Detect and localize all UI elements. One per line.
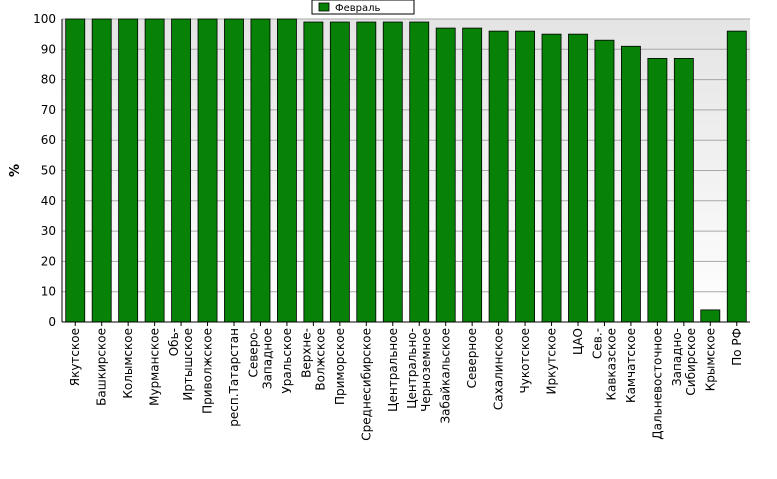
category-label: Чукотское: [518, 328, 532, 393]
category-label: Крымское: [703, 328, 717, 391]
bar: [726, 30, 747, 323]
category-label: Кавказское: [604, 328, 618, 401]
y-tick-label: 70: [41, 103, 56, 117]
y-tick-label: 30: [41, 224, 56, 238]
category-label: Якутское: [68, 328, 82, 386]
bar: [541, 33, 562, 323]
bar: [462, 27, 483, 323]
category-label: Приморское: [333, 328, 347, 405]
bar: [568, 33, 588, 323]
bar: [700, 309, 721, 323]
bar: [224, 18, 244, 323]
category-label: Верхне-: [299, 328, 313, 378]
y-tick-label: 10: [41, 285, 56, 299]
bar: [250, 18, 271, 323]
y-tick-label: 90: [41, 42, 56, 56]
category-label: Башкирское: [95, 328, 109, 406]
category-label: Центрально-: [405, 328, 419, 409]
bar: [303, 21, 324, 323]
category-label: Иркутское: [545, 328, 559, 395]
bar: [356, 21, 377, 323]
bar: [673, 57, 694, 323]
bars-group: [65, 18, 747, 323]
bar: [435, 27, 456, 323]
category-label: Сахалинское: [492, 328, 506, 410]
bar: [276, 18, 297, 323]
category-label: Колымское: [121, 328, 135, 399]
category-label: Иртышское: [181, 328, 195, 401]
category-label: Дальневосточное: [650, 328, 664, 440]
legend: Февраль: [311, 0, 415, 15]
bar: [171, 18, 192, 323]
category-label: Забайкальское: [439, 328, 453, 424]
axes: [61, 19, 750, 326]
category-label: Среднесибирское: [359, 328, 373, 441]
y-axis-label: %: [8, 164, 23, 177]
category-label: По РФ: [730, 328, 744, 366]
bar: [409, 21, 430, 323]
y-tick-label: 0: [48, 315, 56, 329]
y-tick-label: 100: [33, 12, 56, 26]
legend-label: Февраль: [335, 3, 381, 14]
legend-box: [311, 0, 415, 15]
bar: [488, 30, 509, 323]
category-label: Северо-: [246, 328, 260, 378]
category-label: Западно-: [670, 328, 684, 386]
bar: [382, 21, 403, 323]
bar: [329, 21, 350, 323]
legend-swatch: [318, 2, 330, 12]
category-label: ЦАО: [571, 328, 585, 355]
bar: [594, 39, 615, 323]
y-tick-label: 80: [41, 73, 56, 87]
category-label: Мурманское: [148, 328, 162, 406]
y-tick-label: 40: [41, 194, 56, 208]
category-label: Черноземное: [419, 328, 433, 412]
category-label: Приволжское: [201, 328, 215, 414]
y-tick-label: 60: [41, 133, 56, 147]
y-tick-labels: 0 10 20 30 40 50 60 70 80 90 100: [33, 12, 56, 329]
category-label: респ.Татарстан: [227, 328, 241, 427]
category-label: Сибирское: [684, 328, 698, 396]
category-label: Центральное: [386, 328, 400, 412]
category-label: Камчатское: [624, 328, 638, 403]
bar: [65, 18, 86, 323]
bar: [515, 30, 536, 323]
category-label: Сев.-: [590, 328, 604, 359]
category-label: Уральское: [280, 328, 294, 394]
bar: [144, 18, 165, 323]
y-tick-label: 50: [41, 164, 56, 178]
category-label: Северное: [465, 328, 479, 388]
category-label: Обь-: [167, 328, 181, 356]
y-tick-label: 20: [41, 254, 56, 268]
bar: [647, 57, 668, 323]
bar: [620, 45, 641, 323]
bar: [118, 18, 139, 323]
bar: [91, 18, 112, 323]
x-tick-labels: Якутское Башкирское Колымское Мурманское Обь…: [68, 328, 744, 441]
category-label: Западное: [260, 328, 274, 389]
bar: [197, 18, 218, 323]
category-label: Волжское: [313, 328, 327, 391]
